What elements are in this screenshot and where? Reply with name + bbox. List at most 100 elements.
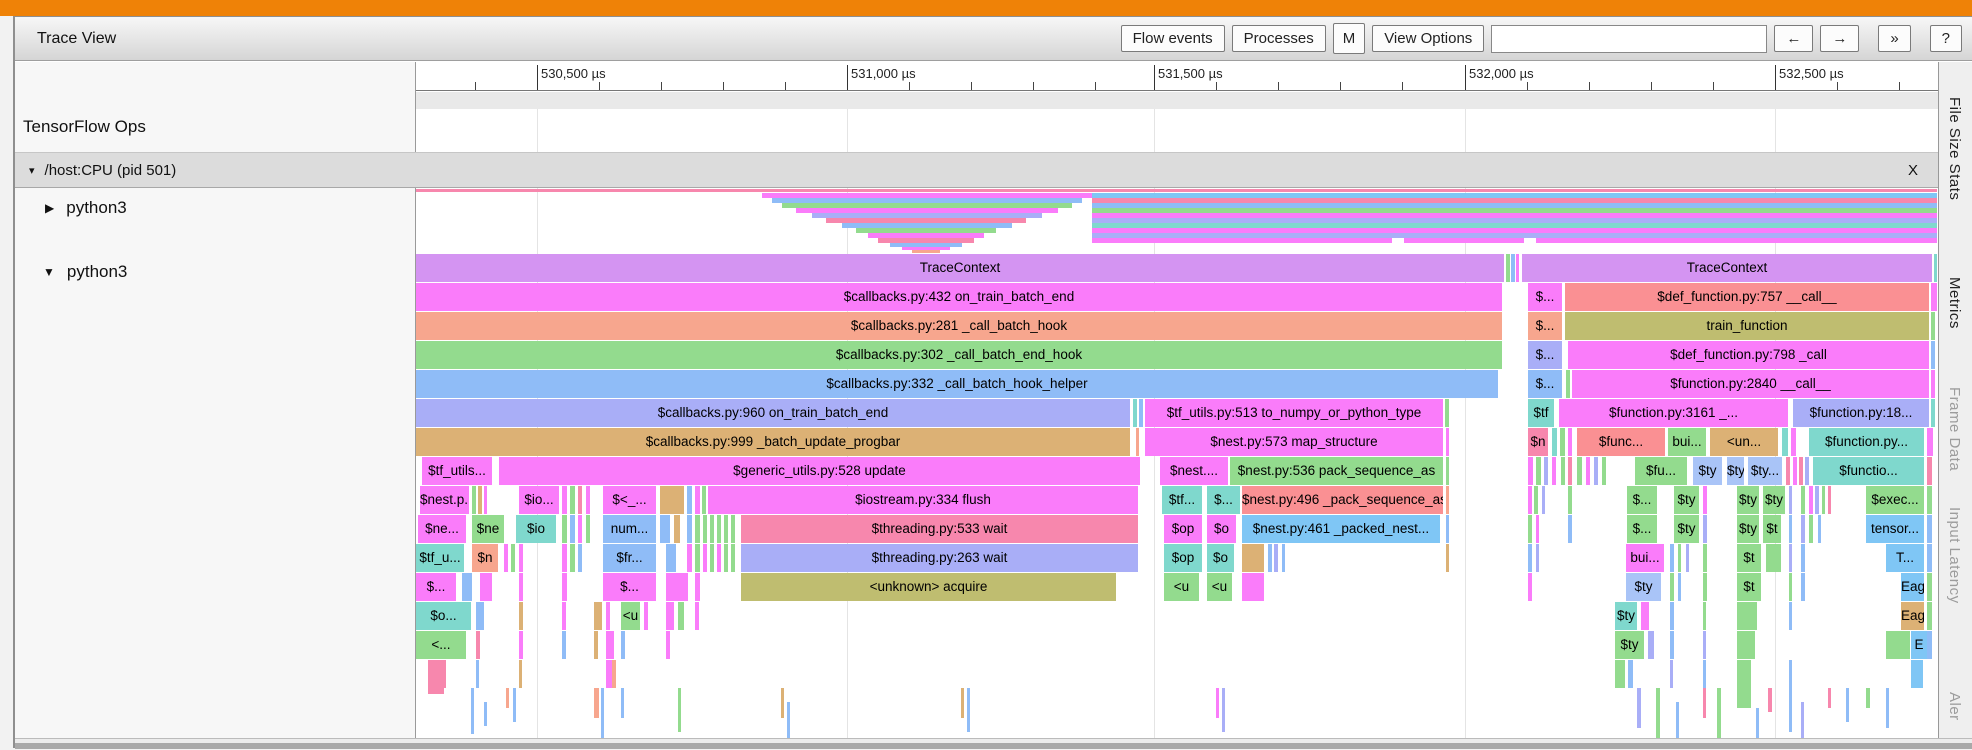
trace-event-sliver[interactable] bbox=[961, 688, 964, 718]
trace-event-sliver[interactable] bbox=[1670, 573, 1674, 601]
metadata-button[interactable]: M bbox=[1332, 23, 1366, 54]
trace-event[interactable]: $ne bbox=[472, 515, 504, 543]
side-tab-metrics[interactable]: Metrics bbox=[1946, 277, 1963, 329]
trace-event-sliver[interactable] bbox=[476, 660, 479, 688]
trace-event-sliver[interactable] bbox=[562, 486, 567, 514]
trace-event[interactable]: $... bbox=[1528, 312, 1562, 340]
trace-event[interactable]: $io bbox=[516, 515, 556, 543]
trace-event-sliver[interactable] bbox=[1822, 486, 1825, 514]
expand-arrow-icon[interactable]: ▶ bbox=[45, 201, 55, 215]
trace-event-sliver[interactable] bbox=[695, 515, 700, 543]
trace-event-sliver[interactable] bbox=[1737, 631, 1755, 659]
trace-event[interactable]: $function.py:2840 __call__ bbox=[1572, 370, 1929, 398]
trace-event-sliver[interactable] bbox=[724, 544, 728, 572]
trace-event-sliver[interactable] bbox=[1931, 370, 1935, 398]
trace-event[interactable]: $function.py:18... bbox=[1793, 399, 1929, 427]
trace-event[interactable]: $... bbox=[1528, 370, 1562, 398]
trace-event[interactable]: <u bbox=[621, 602, 640, 630]
trace-event[interactable]: $func... bbox=[1577, 428, 1665, 456]
trace-event-sliver[interactable] bbox=[1737, 602, 1757, 630]
trace-event-sliver[interactable] bbox=[1586, 457, 1590, 485]
trace-event-sliver[interactable] bbox=[1846, 688, 1849, 722]
trace-event-sliver[interactable] bbox=[787, 702, 790, 738]
thread-row-python3-expanded[interactable]: ▼ python3 bbox=[43, 262, 127, 282]
trace-event[interactable]: $nest.py:536 pack_sequence_as bbox=[1230, 457, 1443, 485]
trace-event-sliver[interactable] bbox=[1536, 544, 1539, 572]
trace-event-sliver[interactable] bbox=[666, 602, 674, 630]
trace-event-sliver[interactable] bbox=[606, 631, 614, 659]
trace-event[interactable]: $threading.py:533 wait bbox=[741, 515, 1138, 543]
trace-event-sliver[interactable] bbox=[594, 631, 598, 659]
trace-event-sliver[interactable] bbox=[1927, 428, 1933, 456]
trace-event-sliver[interactable] bbox=[519, 660, 522, 688]
trace-event[interactable]: $io... bbox=[519, 486, 559, 514]
trace-event[interactable]: $ty bbox=[1626, 573, 1661, 601]
trace-event[interactable]: <unknown> acquire bbox=[741, 573, 1116, 601]
trace-event-sliver[interactable] bbox=[1602, 457, 1606, 485]
trace-event[interactable]: $callbacks.py:281 _call_batch_hook bbox=[416, 312, 1502, 340]
trace-event-sliver[interactable] bbox=[1927, 515, 1932, 543]
trace-event-sliver[interactable] bbox=[1446, 457, 1449, 485]
trace-event-sliver[interactable] bbox=[717, 544, 721, 572]
trace-event-sliver[interactable] bbox=[476, 602, 484, 630]
trace-event[interactable]: $iostream.py:334 flush bbox=[708, 486, 1138, 514]
trace-event-sliver[interactable] bbox=[1568, 457, 1572, 485]
trace-event-sliver[interactable] bbox=[1542, 486, 1545, 514]
trace-event[interactable]: $generic_utils.py:528 update bbox=[499, 457, 1140, 485]
trace-event-sliver[interactable] bbox=[1801, 515, 1805, 543]
trace-event-sliver[interactable] bbox=[1934, 254, 1937, 282]
trace-event-sliver[interactable] bbox=[1801, 544, 1805, 572]
trace-event-sliver[interactable] bbox=[1815, 486, 1819, 514]
trace-event[interactable]: $callbacks.py:960 on_train_batch_end bbox=[416, 399, 1130, 427]
trace-event[interactable]: $function.py... bbox=[1809, 428, 1924, 456]
trace-event-sliver[interactable] bbox=[484, 486, 487, 514]
trace-event-sliver[interactable] bbox=[1516, 254, 1519, 282]
trace-event-sliver[interactable] bbox=[967, 688, 970, 732]
trace-event-sliver[interactable] bbox=[519, 631, 523, 659]
trace-event-sliver[interactable] bbox=[1506, 254, 1510, 282]
trace-event-sliver[interactable] bbox=[511, 544, 515, 572]
more-options-button[interactable]: » bbox=[1878, 25, 1911, 52]
device-header-row[interactable]: ▾ /host:CPU (pid 501) X bbox=[15, 152, 1938, 188]
processes-button[interactable]: Processes bbox=[1231, 25, 1326, 52]
close-device-button[interactable]: X bbox=[1907, 161, 1918, 179]
trace-event-sliver[interactable] bbox=[519, 544, 523, 572]
trace-event-sliver[interactable] bbox=[1637, 688, 1641, 728]
trace-event[interactable]: $<_... bbox=[603, 486, 656, 514]
trace-event-sliver[interactable] bbox=[1789, 688, 1792, 732]
trace-event-sliver[interactable] bbox=[513, 688, 516, 722]
trace-event[interactable]: tensor... bbox=[1866, 515, 1924, 543]
trace-event-sliver[interactable] bbox=[478, 486, 482, 514]
trace-event-sliver[interactable] bbox=[1789, 515, 1792, 543]
collapse-arrow-icon[interactable]: ▼ bbox=[43, 265, 55, 279]
trace-event[interactable]: $nest.py:496 _pack_sequence_as bbox=[1242, 486, 1443, 514]
trace-event[interactable]: TraceContext bbox=[1522, 254, 1932, 282]
trace-event-sliver[interactable] bbox=[504, 544, 508, 572]
trace-event[interactable]: $nest.py:573 map_structure bbox=[1145, 428, 1443, 456]
trace-event-sliver[interactable] bbox=[1789, 660, 1792, 688]
trace-event-sliver[interactable] bbox=[1561, 457, 1565, 485]
trace-event-sliver[interactable] bbox=[1446, 486, 1449, 514]
thread-row-python3-collapsed[interactable]: ▶ python3 bbox=[45, 198, 127, 218]
trace-event[interactable]: $tf_u... bbox=[416, 544, 464, 572]
trace-event-sliver[interactable] bbox=[480, 573, 492, 601]
side-tab-input-latency[interactable]: Input Latency bbox=[1946, 507, 1963, 604]
trace-event-sliver[interactable] bbox=[1242, 573, 1264, 601]
trace-event-sliver[interactable] bbox=[1446, 544, 1449, 572]
trace-event-sliver[interactable] bbox=[687, 515, 692, 543]
trace-event-sliver[interactable] bbox=[621, 631, 625, 659]
trace-event-sliver[interactable] bbox=[1927, 602, 1932, 630]
trace-event[interactable]: $t bbox=[1763, 515, 1781, 543]
trace-event[interactable]: $... bbox=[1528, 283, 1562, 311]
trace-event[interactable]: TraceContext bbox=[416, 254, 1504, 282]
trace-event-sliver[interactable] bbox=[781, 688, 784, 718]
trace-event-sliver[interactable] bbox=[660, 515, 670, 543]
trace-event-sliver[interactable] bbox=[578, 515, 582, 543]
trace-event[interactable]: $def_function.py:757 __call__ bbox=[1565, 283, 1929, 311]
trace-event-sliver[interactable] bbox=[1927, 631, 1932, 659]
trace-event-sliver[interactable] bbox=[562, 573, 567, 601]
trace-event[interactable]: num... bbox=[603, 515, 656, 543]
trace-event-sliver[interactable] bbox=[1809, 486, 1813, 514]
trace-event-sliver[interactable] bbox=[1676, 702, 1679, 738]
trace-event-sliver[interactable] bbox=[612, 660, 616, 688]
